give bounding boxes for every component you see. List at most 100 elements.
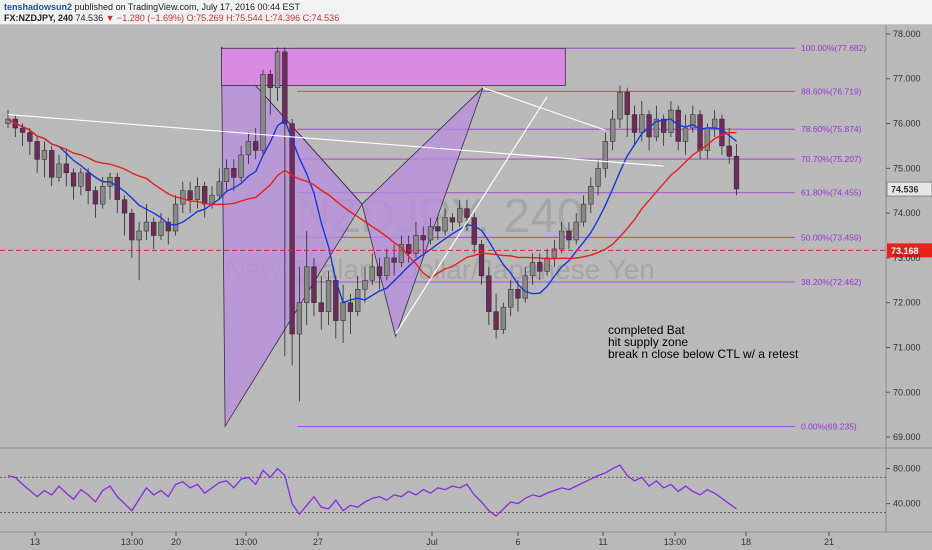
candle-body [602, 141, 609, 169]
price-tick-label: 73.000 [893, 253, 921, 263]
annotation-line: completed Bat [608, 323, 685, 337]
candle-body [238, 154, 244, 178]
horizontal-price-line[interactable]: 73.168 [0, 243, 932, 258]
candle-body [493, 311, 499, 330]
time-tick-label: 13:00 [664, 537, 687, 547]
candle-body [639, 114, 645, 133]
moving-average-line [7, 118, 737, 280]
candle-body [704, 127, 711, 151]
candle-body [311, 266, 317, 303]
last-price-label: 74.536 [891, 185, 919, 195]
hline-price-label: 73.168 [891, 246, 919, 256]
candle-body [529, 262, 536, 277]
candle-body [187, 190, 193, 200]
candle-body [340, 302, 346, 321]
candle-body [500, 306, 507, 330]
candle-body [733, 155, 740, 190]
candle-body [172, 203, 179, 232]
candle-body [580, 203, 587, 223]
candle-body [202, 185, 208, 205]
supply-zone-rect [221, 47, 566, 86]
candle-body [682, 127, 689, 142]
rsi-panel: 80.000 40.000 [0, 464, 921, 517]
candle-body [413, 235, 419, 254]
candle-body [522, 275, 528, 299]
candle-body [544, 257, 550, 272]
price-tick-label: 78.000 [893, 29, 921, 39]
trendlines[interactable] [7, 87, 664, 335]
publisher-line: tenshadowsun2 published on TradingView.c… [4, 2, 300, 12]
hline-price-tag [887, 243, 932, 258]
supply-zone[interactable] [221, 47, 566, 86]
price-tick-label: 77.000 [893, 74, 921, 84]
candle-body [726, 145, 732, 157]
symbol-label[interactable]: FX:NZDJPY, 240 [4, 13, 74, 23]
time-tick-label: Jul [426, 537, 438, 547]
candle-body [121, 199, 128, 214]
time-tick-label: 18 [741, 537, 751, 547]
candle-body [369, 266, 375, 281]
candle-body [486, 275, 492, 312]
fib-level-label: 100.00%(77.682) [801, 43, 866, 53]
candle-body [711, 118, 718, 129]
candle-body [85, 172, 91, 191]
candle-body [136, 230, 142, 241]
candle-body [347, 302, 354, 312]
candle-body [559, 230, 565, 250]
candle-body [158, 221, 164, 236]
candle-body [78, 172, 84, 187]
candle-body [70, 172, 77, 187]
candle-body [231, 168, 237, 178]
time-axis[interactable]: 13 13:00 20 13:00 27 Jul 6 11 13:00 18 21 [30, 532, 834, 547]
chart-header: tenshadowsun2 published on TradingView.c… [0, 0, 932, 25]
candle-body [457, 208, 463, 223]
fib-level-label: 38.20%(72.462) [801, 277, 862, 287]
rsi-line [7, 464, 737, 517]
candle-body [304, 266, 310, 303]
fib-level-label: 50.00%(73.459) [801, 232, 862, 242]
price-tick-label: 74.000 [893, 208, 921, 218]
moving-averages [7, 118, 737, 304]
candle-body [435, 226, 441, 232]
rsi-tick-label: 80.000 [893, 464, 921, 474]
candle-body [100, 185, 106, 205]
candle-body [537, 262, 543, 272]
candle-body [41, 150, 48, 160]
price-axis[interactable]: 78.000 77.000 76.000 75.000 74.000 73.000 72.0… [886, 29, 932, 442]
candle-body [114, 177, 120, 200]
trendline [395, 96, 548, 335]
publish-info: published on TradingView.com, July 17, 2… [74, 2, 301, 12]
candle-body [267, 74, 273, 88]
trendline [482, 87, 606, 131]
last-price: 74.536 [75, 13, 104, 23]
candle-body [384, 257, 390, 277]
candle-body [19, 127, 26, 133]
candle-body [63, 163, 69, 174]
candle-body [719, 118, 725, 147]
candle-body [253, 141, 259, 151]
candle-body [653, 118, 660, 138]
fib-level-label: 70.70%(75.207) [801, 154, 862, 164]
price-tick-label: 70.000 [893, 387, 921, 397]
candle-body [376, 266, 383, 277]
candle-body [325, 280, 332, 312]
candle-body [27, 132, 33, 142]
candle-body [449, 217, 456, 223]
moving-average-line [7, 118, 737, 304]
candle-body [406, 244, 412, 254]
time-tick-label: 13:00 [235, 537, 258, 547]
candle-body [355, 288, 361, 312]
candle-body [690, 114, 696, 129]
price-change: ▼ −1.280 (−1.69%) [105, 13, 185, 23]
price-tick-label: 72.000 [893, 298, 921, 308]
publisher-username[interactable]: tenshadowsun2 [4, 2, 73, 12]
candle-body [49, 150, 55, 178]
candlestick-series [5, 47, 740, 402]
candle-body [391, 257, 397, 263]
trendline [7, 114, 664, 167]
candle-body [245, 141, 252, 156]
candle-body [296, 302, 303, 335]
candle-body [595, 168, 601, 187]
